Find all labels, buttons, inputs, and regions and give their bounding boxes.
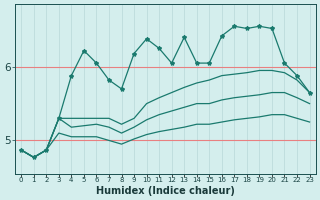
X-axis label: Humidex (Indice chaleur): Humidex (Indice chaleur) xyxy=(96,186,235,196)
